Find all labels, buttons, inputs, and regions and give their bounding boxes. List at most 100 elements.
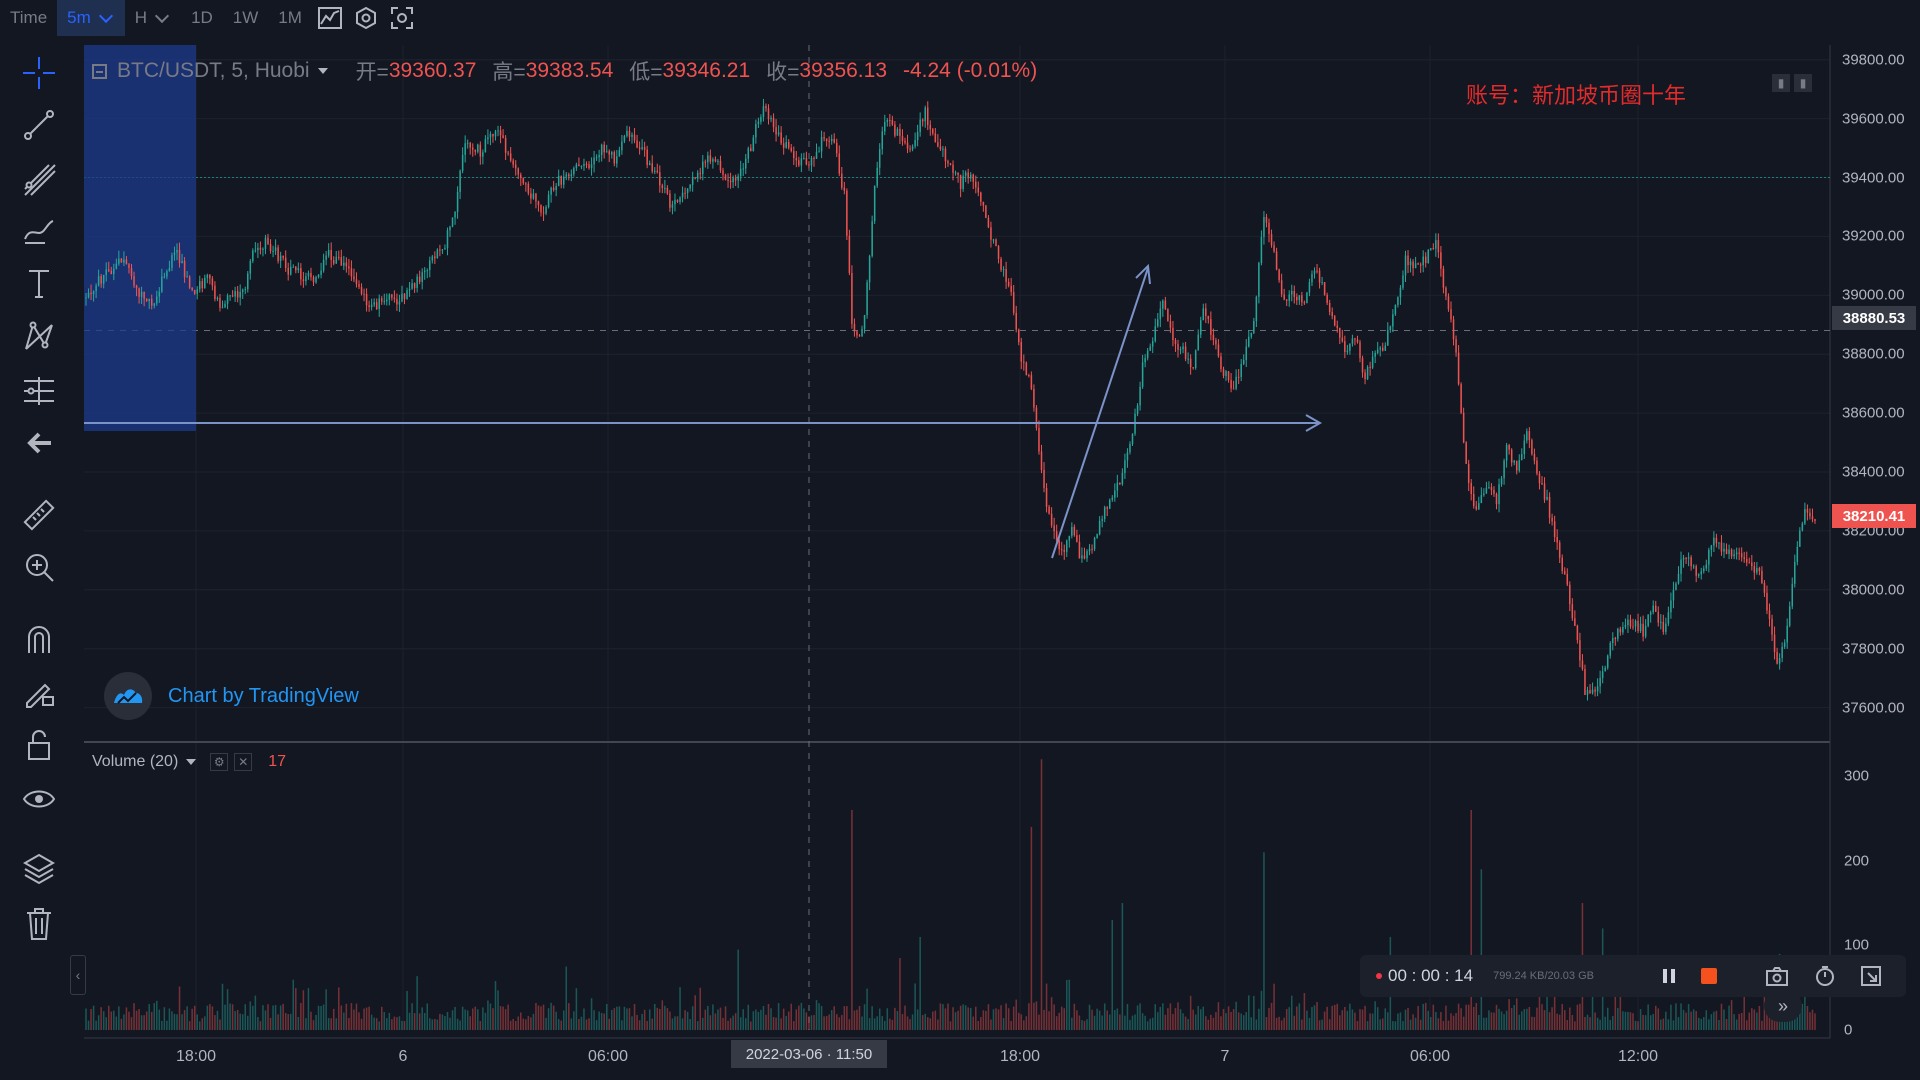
volume-bar [573, 1011, 575, 1030]
volume-bar [1078, 1015, 1081, 1030]
candle-body [135, 285, 138, 289]
drawings [84, 263, 1323, 559]
volume-bar [1184, 1016, 1187, 1030]
layers-icon[interactable] [18, 848, 60, 890]
candle-body [287, 268, 289, 275]
caret-down-icon[interactable] [186, 759, 197, 765]
pane-maximize-icon[interactable]: ▮ [1794, 74, 1812, 92]
symbol-selector[interactable]: BTC/USDT, 5, Huobi [117, 59, 328, 83]
volume-bar [1442, 1021, 1445, 1030]
pane-minimize-icon[interactable]: ▮ [1772, 74, 1790, 92]
timer-icon[interactable] [1812, 963, 1838, 989]
zoom-in-icon[interactable] [18, 546, 60, 588]
recording-dot-icon [1376, 973, 1382, 979]
volume-bar [964, 1005, 967, 1030]
camera-icon[interactable] [1764, 963, 1790, 989]
volume-bar [1394, 1021, 1397, 1030]
volume-bar [388, 1012, 391, 1030]
candle-body [1414, 263, 1417, 269]
account-watermark: 账号：新加坡币圈十年 [1466, 83, 1687, 108]
date-range-highlight[interactable] [84, 45, 196, 431]
candle-body [767, 108, 770, 120]
volume-settings-icon[interactable]: ⚙ [210, 753, 229, 771]
volume-bar [360, 1018, 363, 1030]
volume-bar [1273, 983, 1275, 1030]
candle-body [646, 149, 648, 165]
volume-bar [926, 1017, 929, 1030]
volume-bar [100, 1007, 102, 1030]
candle-body [1804, 509, 1806, 524]
volume-bar [350, 1003, 353, 1030]
volume-bar [734, 1013, 737, 1030]
eye-icon[interactable] [18, 778, 60, 820]
interval-1m-button[interactable]: 1M [278, 8, 302, 27]
expand-double-chevron-icon[interactable]: » [1764, 990, 1802, 1022]
candle-body [1735, 552, 1738, 555]
candle-body [148, 298, 150, 302]
volume-bar [1157, 1012, 1159, 1030]
chart-type-icon[interactable] [312, 0, 348, 36]
minimize-window-icon[interactable] [1858, 963, 1884, 989]
volume-bar [327, 1018, 330, 1030]
pause-icon[interactable] [1656, 963, 1682, 989]
text-tool-icon[interactable] [18, 262, 60, 304]
trash-icon[interactable] [18, 902, 60, 944]
candle-body [712, 159, 714, 162]
candle-body [585, 163, 588, 165]
back-arrow-icon[interactable] [18, 422, 60, 464]
volume-bar [914, 983, 916, 1030]
top-toolbar: Time 5m H 1D 1W 1M [0, 0, 1920, 36]
candle-body [1422, 256, 1424, 266]
volume-bar [835, 1014, 838, 1030]
volume-bar [780, 1018, 782, 1030]
volume-bar [1440, 1012, 1442, 1030]
candle-body [1622, 626, 1624, 633]
volume-bar [254, 995, 257, 1030]
volume-bar [1407, 1007, 1409, 1030]
candle-body [1543, 483, 1546, 500]
unlock-icon[interactable] [18, 724, 60, 766]
trend-line-icon[interactable] [18, 104, 60, 146]
volume-bar [1050, 997, 1053, 1030]
volume-bar [1192, 1009, 1194, 1030]
interval-1d-button[interactable]: 1D [191, 8, 213, 27]
candle-body [1344, 341, 1346, 352]
candle-body [1131, 433, 1134, 444]
price-tick-label: 39600.00 [1842, 110, 1905, 128]
crosshair-icon[interactable] [18, 52, 60, 94]
volume-bar [418, 1013, 421, 1030]
fib-retracement-icon[interactable] [18, 158, 60, 200]
lock-drawing-icon[interactable] [18, 670, 60, 712]
ruler-icon[interactable] [18, 494, 60, 536]
candle-body [1288, 294, 1290, 301]
collapse-toolbar-button[interactable]: ‹ [70, 955, 86, 995]
time-button[interactable]: Time [10, 8, 48, 27]
candle-body [1364, 372, 1366, 380]
interval-hour-button[interactable]: H [125, 0, 181, 36]
volume-remove-icon[interactable]: ✕ [234, 753, 253, 771]
candle-body [1773, 634, 1776, 653]
volume-bar [421, 1007, 423, 1030]
settings-gear-icon[interactable] [348, 0, 384, 36]
candle-body [423, 270, 426, 273]
interval-5m-button[interactable]: 5m [57, 0, 125, 36]
collapse-legend-icon[interactable] [92, 63, 107, 79]
tradingview-branding[interactable]: Chart by TradingView [104, 672, 359, 720]
magnet-icon[interactable] [18, 618, 60, 660]
volume-bar [1121, 903, 1124, 1030]
brush-icon[interactable] [18, 210, 60, 252]
screenshot-icon[interactable] [384, 0, 420, 36]
prediction-icon[interactable] [18, 370, 60, 412]
candle-body [583, 163, 585, 166]
volume-bar [1313, 1005, 1316, 1030]
candle-body [696, 172, 699, 179]
pattern-icon[interactable] [18, 316, 60, 358]
stop-icon[interactable] [1696, 963, 1722, 989]
volume-bar [1349, 1003, 1351, 1030]
interval-1w-button[interactable]: 1W [232, 8, 259, 27]
volume-bar [193, 1005, 196, 1030]
candle-body [921, 119, 924, 122]
candle-body [471, 147, 474, 150]
caret-down-icon [317, 68, 328, 74]
